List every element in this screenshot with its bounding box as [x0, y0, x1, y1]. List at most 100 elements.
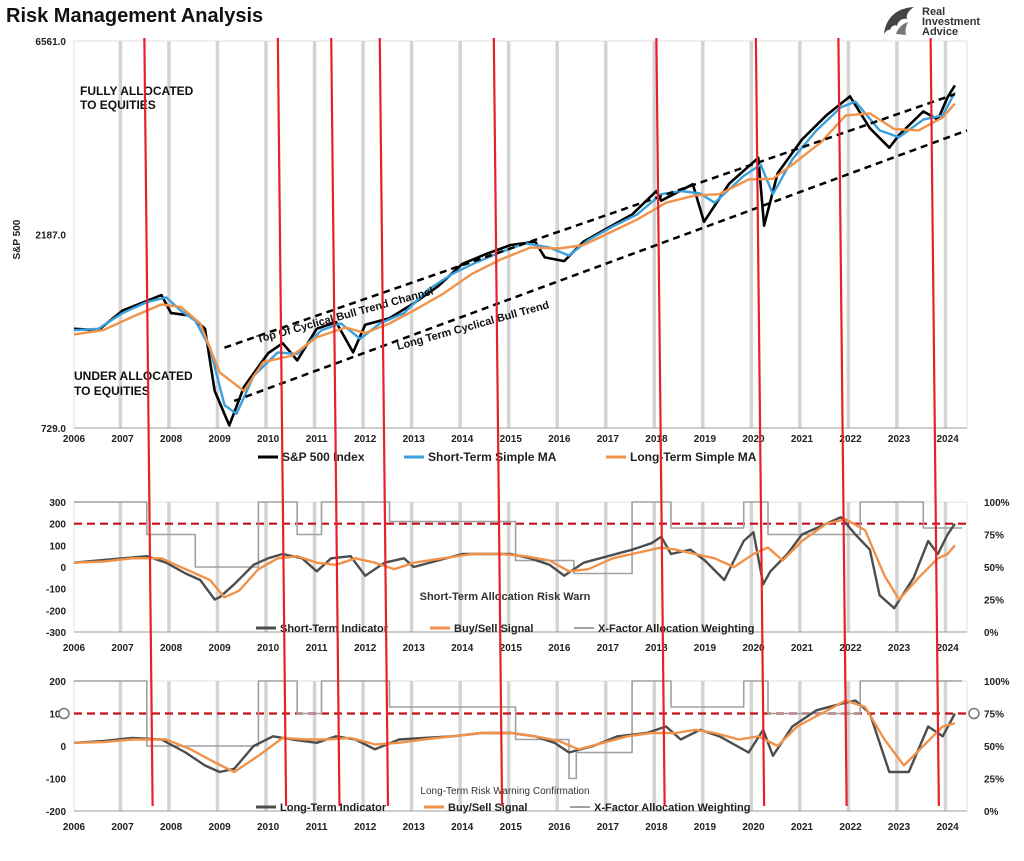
series-line-long_ma	[73, 102, 956, 393]
x-tick-label: 2024	[936, 822, 959, 833]
x-tick-label: 2010	[257, 434, 280, 445]
x-tick-label: 2016	[548, 434, 571, 445]
series-line-signal	[73, 699, 956, 774]
annotation-fully-allocated: FULLY ALLOCATED	[80, 84, 194, 98]
year-gridband	[264, 41, 268, 428]
y-tick-label: 200	[49, 677, 66, 688]
legend-label-signal: Buy/Sell Signal	[448, 802, 527, 814]
y-tick-label: 6561.0	[35, 37, 66, 48]
x-tick-label: 2007	[111, 643, 134, 654]
year-gridband	[749, 681, 754, 811]
year-gridband	[895, 41, 899, 428]
x-tick-label: 2019	[694, 822, 717, 833]
year-gridband	[312, 681, 317, 811]
x-tick-label: 2010	[257, 822, 280, 833]
year-gridband	[409, 41, 414, 428]
year-gridband	[749, 502, 754, 632]
logo-line-3: Advice	[922, 26, 959, 38]
y-tick-label: 100	[49, 541, 66, 552]
legend-label-short_ma: Short-Term Simple MA	[428, 450, 557, 464]
x-tick-label: 2014	[451, 643, 474, 654]
x-tick-label: 2013	[403, 822, 426, 833]
sell-signal-line	[929, 37, 940, 807]
year-gridband	[555, 41, 559, 428]
sell-signal-line	[655, 37, 666, 807]
sell-signal-line	[330, 37, 341, 807]
year-gridband	[506, 41, 511, 428]
brand-logo: Real Investment Advice	[880, 4, 1020, 38]
year-gridband	[458, 41, 462, 428]
year-gridband	[555, 502, 559, 632]
panel-subtitle: Short-Term Allocation Risk Warn	[420, 591, 591, 603]
x-tick-label: 2022	[839, 643, 862, 654]
x-tick-label: 2022	[839, 434, 862, 445]
x-tick-label: 2014	[451, 434, 474, 445]
x-tick-label: 2016	[548, 643, 571, 654]
annotation-under-allocated: TO EQUITIES	[74, 384, 150, 398]
y-tick-label: 300	[49, 498, 66, 509]
annotation-under-allocated: UNDER ALLOCATED	[74, 369, 193, 383]
x-tick-label: 2013	[403, 643, 426, 654]
x-tick-label: 2024	[936, 643, 959, 654]
y2-tick-label: 0%	[984, 628, 999, 639]
y-tick-label: 0	[60, 563, 66, 574]
year-gridband	[701, 502, 705, 632]
x-tick-label: 2008	[160, 822, 183, 833]
logo-line-1: Real	[922, 6, 946, 18]
x-tick-label: 2017	[597, 434, 620, 445]
year-gridband	[603, 502, 608, 632]
legend-label-long_ma: Long-Term Simple MA	[630, 450, 757, 464]
year-gridband	[361, 502, 365, 632]
y-tick-label: 2187.0	[35, 231, 66, 242]
y-tick-label: 729.0	[41, 424, 66, 435]
year-gridband	[506, 502, 511, 632]
x-tick-label: 2018	[645, 434, 668, 445]
threshold-marker-right	[968, 707, 980, 720]
panel-subtitle: Long-Term Risk Warning Confirmation	[420, 786, 589, 797]
year-gridband	[361, 41, 365, 428]
logo-line-2: Investment	[922, 16, 981, 28]
year-gridband	[118, 502, 123, 632]
x-tick-label: 2024	[936, 434, 959, 445]
year-gridband	[652, 41, 657, 428]
x-tick-label: 2021	[791, 434, 814, 445]
year-gridband	[409, 681, 414, 811]
year-gridband	[701, 41, 705, 428]
x-tick-label: 2017	[597, 822, 620, 833]
x-tick-label: 2015	[500, 434, 523, 445]
x-tick-label: 2023	[888, 643, 911, 654]
x-tick-label: 2006	[63, 434, 86, 445]
year-gridband	[846, 41, 851, 428]
x-tick-label: 2020	[742, 822, 765, 833]
series-line-indicator	[73, 699, 956, 774]
year-gridband	[701, 681, 705, 811]
annotation-fully-allocated: TO EQUITIES	[80, 98, 156, 112]
y-axis-label: S&P 500	[12, 219, 23, 259]
x-tick-label: 2012	[354, 643, 377, 654]
sell-signal-line	[143, 37, 154, 807]
year-gridband	[264, 502, 268, 632]
x-tick-label: 2009	[208, 822, 231, 833]
legend-label-indicator: Short-Term Indicator	[280, 623, 389, 635]
x-tick-label: 2019	[694, 434, 717, 445]
x-tick-label: 2020	[742, 643, 765, 654]
x-tick-label: 2020	[742, 434, 765, 445]
year-gridband	[264, 681, 268, 811]
y2-tick-label: 25%	[984, 775, 1004, 786]
sell-signal-line	[754, 37, 766, 807]
x-tick-label: 2018	[645, 822, 668, 833]
year-gridband	[749, 41, 754, 428]
x-tick-label: 2021	[791, 643, 814, 654]
x-tick-label: 2011	[306, 434, 328, 445]
legend-label-signal: Buy/Sell Signal	[454, 623, 533, 635]
year-gridband	[846, 502, 851, 632]
x-tick-label: 2015	[500, 643, 523, 654]
threshold-marker-left	[58, 707, 70, 720]
y2-tick-label: 75%	[984, 710, 1004, 721]
legend-label-indicator: Long-Term Indicator	[280, 802, 387, 814]
x-tick-label: 2009	[208, 643, 231, 654]
year-gridband	[118, 681, 123, 811]
y2-tick-label: 100%	[984, 498, 1010, 509]
year-gridband	[895, 681, 899, 811]
x-tick-label: 2012	[354, 822, 377, 833]
